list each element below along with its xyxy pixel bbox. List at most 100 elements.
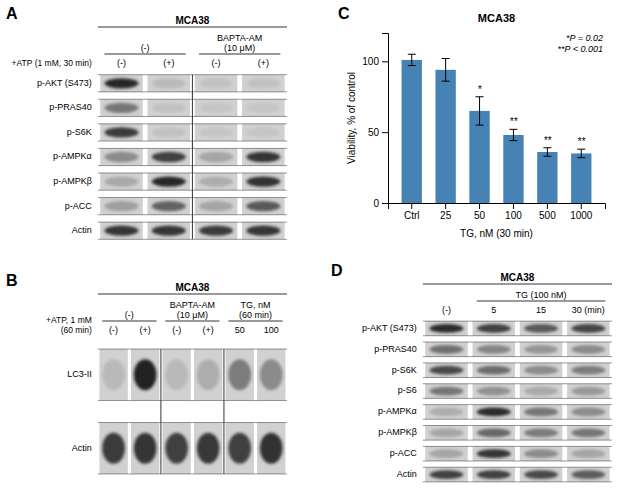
band <box>524 428 558 437</box>
row-border <box>98 99 287 100</box>
row-label: p-ACC <box>390 448 418 458</box>
bar <box>537 152 557 203</box>
row-border <box>423 362 612 363</box>
row-label: p-AMPKα <box>378 406 417 416</box>
row-label: Actin <box>72 443 92 453</box>
bar <box>435 70 455 203</box>
lane-background <box>195 148 238 165</box>
row-border <box>423 446 612 447</box>
row-label: p-AMPKβ <box>378 427 417 437</box>
row-border <box>98 473 287 474</box>
band <box>429 387 463 396</box>
band <box>228 433 251 464</box>
group-label: TG, nM(60 min) <box>239 300 272 320</box>
lane-divider <box>160 349 161 474</box>
error-bar <box>509 129 517 140</box>
lane-background <box>100 148 143 165</box>
tick-mark <box>382 61 388 62</box>
lane-background <box>425 342 468 357</box>
bar <box>571 153 591 203</box>
band <box>260 433 283 464</box>
band <box>104 103 138 113</box>
column-label: (+) <box>140 325 151 335</box>
column-label: (+) <box>163 58 174 68</box>
lane-background <box>99 349 127 400</box>
text-line: TG, nM <box>240 300 270 310</box>
band <box>260 359 283 390</box>
band <box>104 78 138 88</box>
band <box>429 366 463 375</box>
panel-label: C <box>338 5 350 22</box>
axis-line <box>382 34 389 204</box>
group-line <box>102 321 156 322</box>
row-border <box>423 321 612 322</box>
band <box>524 324 558 333</box>
row-border <box>423 425 612 426</box>
column-label: (-) <box>442 305 451 315</box>
text-line: BAPTA-AM <box>170 300 215 310</box>
column-label: (-) <box>109 325 118 335</box>
band <box>246 176 280 186</box>
title: MCA38 <box>500 272 534 283</box>
column-label: (-) <box>172 325 181 335</box>
group-label: (-) <box>141 43 150 53</box>
tick-label: 25 <box>440 210 452 221</box>
tick-mark <box>382 203 388 204</box>
lane-background <box>567 467 610 482</box>
bands <box>423 321 612 482</box>
band <box>429 408 463 417</box>
group-label: (-) <box>125 310 134 320</box>
lane-background <box>195 75 238 92</box>
band <box>571 366 605 375</box>
tick-mark <box>513 203 514 209</box>
tick-label: 50 <box>474 210 486 221</box>
lane-background <box>242 222 285 239</box>
tick: 50 <box>368 127 388 138</box>
text-line: +ATP (1 mM, 30 min) <box>12 58 92 68</box>
lane-background <box>99 423 127 474</box>
band <box>104 226 138 236</box>
tick-mark <box>581 203 582 209</box>
band <box>429 428 463 437</box>
row-label: p-S6K <box>392 365 417 375</box>
lane-background <box>242 148 285 165</box>
row-border <box>423 440 612 441</box>
band <box>152 78 186 88</box>
tick-mark <box>411 203 412 209</box>
group-label: TG (100 nM) <box>516 290 567 300</box>
band <box>246 127 280 137</box>
band <box>152 103 186 113</box>
column-label: 50 <box>235 325 245 335</box>
group-line <box>165 321 219 322</box>
tick: 0 <box>373 198 388 209</box>
text-line: (60 min) <box>61 325 92 335</box>
tick: Ctrl <box>404 203 420 221</box>
text-line: TG (100 nM) <box>516 290 567 300</box>
row-label: p-ACC <box>65 201 93 211</box>
y-axis-title: Viability, % of control <box>346 72 357 164</box>
column-label: 100 <box>264 325 279 335</box>
band <box>134 359 157 390</box>
group-line <box>104 54 185 55</box>
lane-background <box>472 446 515 461</box>
band <box>102 359 125 390</box>
row-border <box>423 467 612 468</box>
lane-background <box>472 405 515 420</box>
significance-label: ** <box>543 135 552 146</box>
band <box>571 324 605 333</box>
band <box>571 470 605 479</box>
band <box>152 201 186 211</box>
lane-background <box>131 349 159 400</box>
lane-background <box>242 173 285 190</box>
tick-label: Ctrl <box>404 210 420 221</box>
row-border <box>423 481 612 482</box>
bar-panel: 050100Ctrl25501005001000********P = 0.02… <box>338 5 606 239</box>
lane-background <box>226 349 254 400</box>
lane-background <box>147 173 190 190</box>
tick: 50 <box>474 203 486 221</box>
error-bar <box>476 97 484 125</box>
y-axis: 050100 <box>362 34 388 209</box>
axis-line <box>389 204 606 210</box>
band <box>152 176 186 186</box>
lane-background <box>472 426 515 441</box>
